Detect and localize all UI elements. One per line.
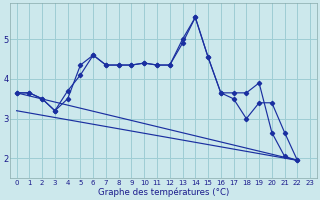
X-axis label: Graphe des températures (°C): Graphe des températures (°C) (98, 187, 229, 197)
